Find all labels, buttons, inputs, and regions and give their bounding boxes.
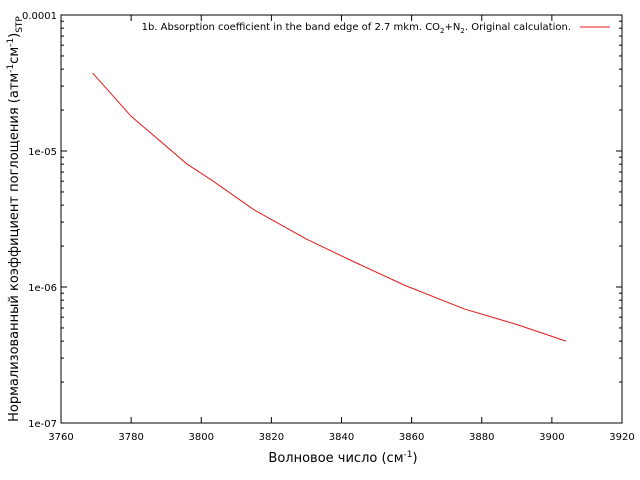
x-axis-title: Волновое число (см-1) [268, 450, 417, 466]
x-tick-label: 3900 [539, 432, 564, 443]
y-tick-label: 1e-06 [28, 283, 57, 294]
x-tick-labels: 3760 3780 3800 3820 3840 3860 3880 3900 3920 [48, 432, 634, 443]
x-tick-label: 3800 [189, 432, 214, 443]
x-tick-label: 3880 [469, 432, 494, 443]
legend-label: 1b. Absorption coefficient in the band e… [142, 22, 571, 35]
series-line [92, 72, 567, 342]
x-tick-label: 3920 [609, 432, 634, 443]
legend: 1b. Absorption coefficient in the band e… [142, 22, 610, 35]
x-tick-label: 3820 [259, 432, 284, 443]
x-tick-label: 3760 [48, 432, 73, 443]
y-tick-labels: 1e-07 1e-06 1e-05 0.0001 [22, 11, 57, 430]
y-tick-label: 0.0001 [22, 11, 57, 22]
y-tick-label: 1e-07 [28, 419, 57, 430]
x-tick-label: 3780 [118, 432, 143, 443]
tick-marks [60, 14, 623, 424]
y-axis-title: Нормализованный коэффициент поглощения (… [6, 16, 25, 422]
x-tick-label: 3860 [399, 432, 424, 443]
plot-frame [60, 14, 623, 424]
x-tick-label: 3840 [329, 432, 354, 443]
y-tick-label: 1e-05 [28, 147, 57, 158]
series-layer [92, 72, 567, 342]
